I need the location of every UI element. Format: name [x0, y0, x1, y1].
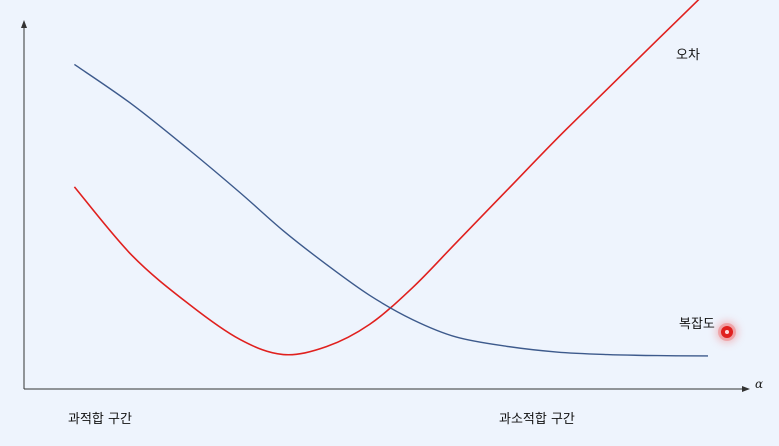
series-line-complexity [74, 63, 709, 357]
series-layer [73, 0, 709, 357]
overfitting-region-label: 과적합 구간 [68, 412, 132, 427]
series-label-complexity: 복잡도 [679, 317, 715, 332]
x-axis-arrow [742, 386, 750, 392]
series-label-error: 오차 [676, 48, 700, 63]
underfitting-region-label: 과소적합 구간 [499, 412, 575, 427]
series-line-error [73, 0, 700, 356]
x-axis-label: α [755, 377, 764, 391]
y-axis-arrow [21, 20, 27, 28]
cursor-marker [721, 326, 733, 338]
